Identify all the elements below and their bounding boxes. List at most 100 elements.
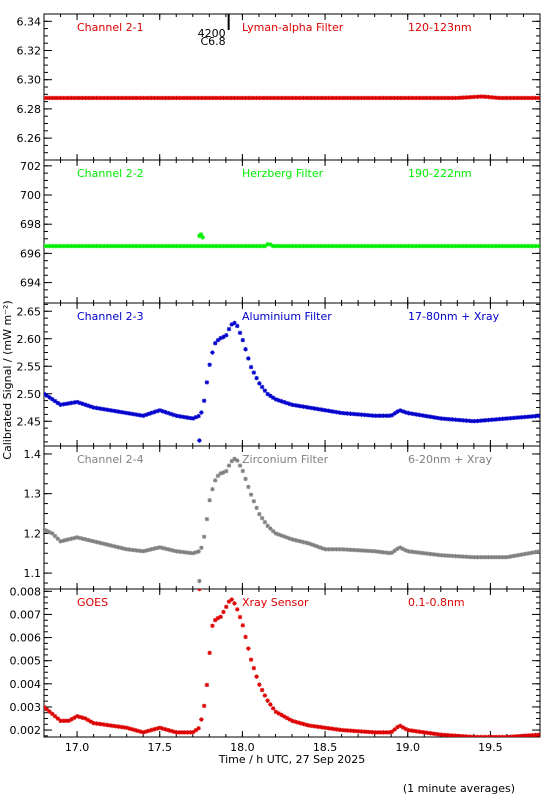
data-point	[420, 413, 425, 418]
data-point	[276, 243, 281, 249]
data-point	[248, 95, 254, 101]
data-point	[262, 388, 268, 393]
data-point	[168, 411, 174, 417]
data-point	[273, 95, 279, 101]
data-point	[384, 550, 389, 555]
data-point	[356, 729, 361, 734]
series-ch24	[44, 456, 540, 584]
data-point	[342, 95, 348, 101]
data-point	[356, 548, 361, 553]
data-point	[138, 413, 143, 418]
data-point	[304, 243, 309, 249]
data-point	[397, 95, 403, 101]
data-point	[110, 95, 116, 101]
data-point	[301, 539, 306, 545]
data-point	[199, 545, 204, 550]
data-point	[77, 95, 83, 101]
data-point	[237, 614, 243, 620]
data-point	[157, 725, 163, 731]
data-point	[88, 719, 94, 724]
data-point	[364, 95, 370, 101]
data-point	[248, 492, 254, 497]
data-point	[135, 548, 141, 553]
data-point	[351, 243, 356, 249]
data-point	[74, 535, 80, 540]
data-point	[464, 734, 469, 737]
data-point	[47, 243, 52, 249]
data-point	[63, 718, 69, 724]
data-point	[279, 533, 284, 538]
data-point	[511, 734, 516, 737]
data-point	[342, 243, 348, 249]
data-point	[522, 414, 527, 420]
data-point	[356, 412, 361, 417]
data-point	[157, 545, 163, 550]
data-point	[453, 95, 458, 101]
data-point	[304, 540, 309, 545]
data-point	[494, 417, 500, 422]
data-point	[326, 547, 331, 552]
panel-frame	[43, 445, 541, 590]
data-point	[444, 243, 450, 249]
data-point	[519, 243, 524, 249]
data-point	[232, 601, 237, 606]
data-point	[334, 409, 339, 415]
data-point	[447, 553, 453, 558]
data-point	[273, 531, 279, 536]
data-point	[124, 95, 130, 101]
data-point	[97, 95, 102, 101]
data-point	[295, 403, 301, 408]
data-point	[248, 364, 254, 370]
data-point	[400, 243, 406, 249]
data-point	[152, 546, 157, 551]
data-point	[72, 535, 77, 541]
data-point	[221, 95, 226, 101]
data-point	[240, 243, 245, 249]
data-point	[395, 95, 400, 101]
data-point	[243, 243, 248, 249]
data-point	[102, 722, 107, 727]
data-point	[130, 243, 135, 249]
data-point	[284, 95, 290, 101]
data-point	[370, 243, 375, 249]
data-point	[199, 717, 204, 722]
data-point	[411, 243, 417, 249]
data-point	[91, 243, 96, 249]
panel-goes: 0.002 0.003 0.004 0.005 0.006 0.007 0.008 GOES X…	[10, 585, 541, 738]
panel-channel-label: Channel 2-4	[77, 453, 144, 466]
data-point	[58, 243, 63, 249]
series-ch23	[44, 320, 540, 443]
data-point	[458, 554, 464, 559]
data-point	[196, 726, 201, 731]
data-point	[320, 243, 326, 249]
data-point	[386, 730, 392, 735]
data-point	[265, 523, 270, 529]
data-point	[94, 95, 99, 101]
data-point	[232, 243, 237, 249]
data-point	[464, 95, 469, 100]
data-point	[511, 415, 516, 421]
data-point	[276, 711, 281, 716]
data-point	[389, 95, 395, 101]
data-point	[282, 95, 287, 101]
data-point	[367, 243, 373, 249]
data-point	[290, 95, 295, 101]
data-point	[345, 728, 350, 733]
data-point	[276, 95, 281, 101]
data-point	[373, 95, 378, 101]
data-point	[193, 550, 199, 555]
data-point	[91, 539, 96, 544]
data-point	[428, 551, 433, 557]
data-point	[455, 554, 461, 559]
data-point	[351, 728, 356, 734]
data-point	[334, 727, 339, 732]
data-point	[425, 414, 430, 419]
data-point	[284, 535, 290, 540]
data-point	[196, 95, 201, 101]
y-tick-label: 2.50	[17, 388, 42, 401]
data-point	[254, 505, 259, 511]
data-point	[105, 407, 110, 413]
data-point	[348, 547, 353, 553]
data-point	[315, 724, 320, 729]
panel-frame	[43, 588, 541, 738]
